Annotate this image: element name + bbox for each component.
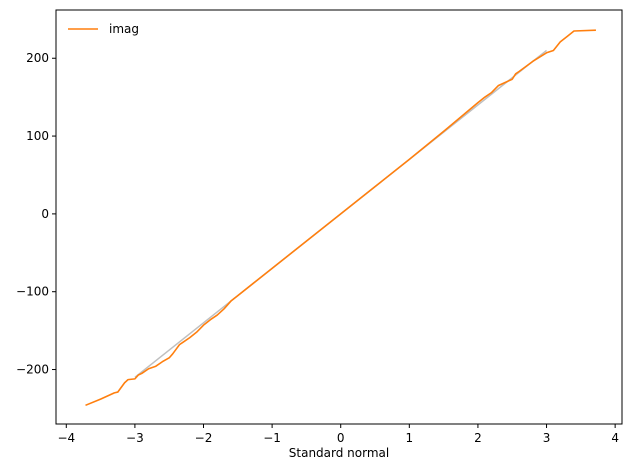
x-tick-label: 4 <box>611 431 619 445</box>
x-tick-label: 0 <box>337 431 345 445</box>
y-axis-ticks: −200 −100 0 100 200 <box>16 51 56 377</box>
y-tick-label: 200 <box>26 51 49 65</box>
x-axis-ticks: −4 −3 −2 −1 0 1 2 3 4 <box>57 424 619 445</box>
x-tick-label: 2 <box>474 431 482 445</box>
plot-lines <box>85 29 596 407</box>
y-tick-label: 100 <box>26 129 49 143</box>
y-tick-label: 0 <box>41 207 49 221</box>
legend: imag <box>68 22 139 36</box>
y-tick-label: −200 <box>16 363 49 377</box>
x-tick-label: −4 <box>57 431 75 445</box>
legend-label-imag: imag <box>109 22 139 36</box>
x-tick-label: −1 <box>263 431 281 445</box>
x-tick-label: −3 <box>126 431 144 445</box>
x-axis-label: Standard normal <box>289 446 389 460</box>
x-tick-label: 1 <box>406 431 414 445</box>
plot-frame <box>55 9 623 425</box>
series-line-imag <box>85 29 596 407</box>
y-tick-label: −100 <box>16 285 49 299</box>
x-tick-label: −2 <box>195 431 213 445</box>
x-tick-label: 3 <box>543 431 551 445</box>
